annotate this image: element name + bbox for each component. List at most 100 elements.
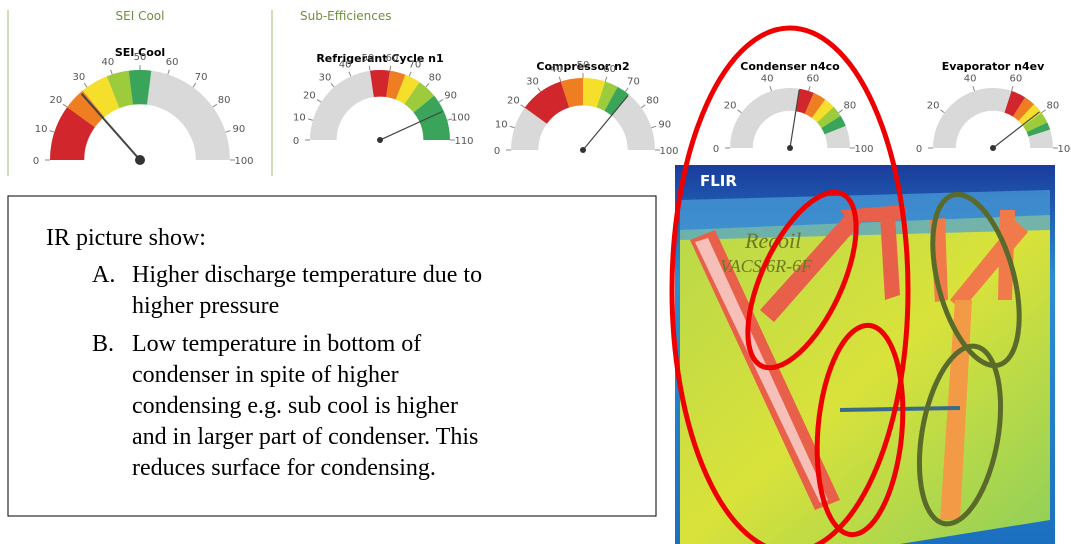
gauge-tick — [83, 82, 88, 88]
gauge-tick-label: 20 — [927, 101, 940, 112]
gauge-tick — [558, 76, 562, 82]
gauge-band — [817, 106, 841, 129]
gauge-tick — [348, 71, 352, 77]
gauge-tick-label: 40 — [339, 60, 352, 71]
gauge-tick-label: 10 — [35, 124, 48, 135]
gauge-tick-label: 70 — [409, 60, 422, 71]
list-marker: B. — [92, 331, 114, 357]
gauge-tick-label: 60 — [603, 64, 616, 75]
gauge-tick — [307, 118, 313, 121]
gauge-tick — [389, 65, 392, 71]
gauge-tick-label: 100 — [234, 156, 253, 167]
gauge-band — [1023, 112, 1048, 133]
gauge-tick — [808, 86, 811, 92]
gauge-tick — [330, 82, 335, 88]
gauge-hub — [580, 147, 586, 153]
gauge-tick — [447, 118, 453, 121]
gauge-tick-label: 60 — [166, 57, 179, 68]
gauge-tick-label: 100 — [659, 146, 678, 157]
gauge-tick-label: 70 — [195, 72, 208, 83]
gauge-band — [583, 78, 606, 108]
gauge-tick — [425, 82, 430, 88]
gauge-tick-label: 80 — [1047, 101, 1060, 112]
list-text: Higher discharge temperature due to — [132, 262, 482, 288]
gauge-tick — [192, 82, 197, 88]
gauge-band — [560, 78, 583, 108]
gauge-band — [1004, 90, 1026, 117]
gauge-band — [82, 76, 120, 118]
text-heading: IR picture show: — [46, 225, 206, 251]
note-list: A. Higher discharge temperature due to hig… — [92, 262, 482, 481]
gauge-tick-label: 30 — [526, 76, 539, 87]
list-text: and in larger part of condenser. This — [132, 424, 478, 450]
gauge-title: SEI Cool — [115, 46, 165, 59]
gauge-tick-label: 50 — [577, 60, 590, 71]
gauge-tick — [167, 69, 170, 75]
gauge-tick-label: 30 — [319, 73, 332, 84]
image-logo: FLIR — [700, 172, 737, 190]
gauge-title: Refrigerant Cycle n1 — [316, 52, 443, 65]
gauge-tick — [972, 86, 975, 92]
gauge-tick — [368, 65, 371, 71]
gauge-tick — [212, 103, 218, 108]
gauge-tick-label: 20 — [303, 91, 316, 102]
gauge-needle — [789, 89, 800, 149]
gauge-tick — [640, 104, 646, 109]
gauge-tick — [438, 99, 444, 103]
gauge-tick-label: 90 — [233, 124, 246, 135]
gauge-tick — [769, 86, 772, 92]
gauge-band — [128, 70, 152, 105]
gauge-tick-label: 60 — [807, 74, 820, 85]
gauge-band — [404, 82, 435, 113]
gauge-tick-label: 0 — [33, 156, 39, 167]
gauge-tick-label: 10 — [495, 119, 508, 130]
gauge-title: Compressor n2 — [536, 60, 629, 73]
gauge-tick-label: 40 — [964, 74, 977, 85]
section-header: SEI Cool — [116, 9, 165, 23]
gauge-tick-label: 40 — [761, 74, 774, 85]
list-text: reduces surface for condensing. — [132, 455, 436, 481]
gauge-tick-label: 20 — [49, 95, 62, 106]
list-text: Low temperature in bottom of — [132, 331, 421, 357]
gauge-tick-label: 0 — [293, 136, 299, 147]
gauge-band — [811, 99, 834, 123]
gauge-band — [804, 92, 826, 118]
gauge-tick — [408, 71, 412, 77]
gauge-tick-label: 50 — [362, 53, 375, 64]
list-text: condenser in spite of higher — [132, 362, 399, 388]
gauge-band — [386, 70, 406, 100]
gauge-tick — [225, 130, 231, 133]
gauge-tick-label: 40 — [101, 57, 114, 68]
gauge-band — [67, 90, 105, 128]
list-text: condensing e.g. sub cool is higher — [132, 393, 458, 419]
gauge-hub — [135, 155, 145, 165]
gauge-tick-label: 110 — [454, 136, 473, 147]
gauge-tick — [624, 87, 629, 93]
gauge-tick — [316, 99, 322, 103]
gauge-band — [370, 70, 390, 98]
gauge-band — [413, 95, 451, 140]
gauge-tick — [537, 87, 542, 93]
gauge-needle — [992, 111, 1040, 149]
gauge-tick — [509, 125, 515, 129]
gauge-band — [1026, 122, 1051, 137]
gauge-band — [395, 74, 420, 105]
gauge-tick-label: 0 — [713, 144, 719, 155]
gauge-title: Condenser n4co — [740, 60, 840, 73]
gauge-band — [1012, 97, 1035, 121]
gauge-hub — [990, 145, 996, 151]
gauge-tick — [1041, 109, 1046, 114]
highlight-ellipse — [669, 25, 911, 544]
gauge-title: Evaporator n4ev — [942, 60, 1045, 73]
gauge-tick — [604, 76, 608, 82]
gauge-hub — [377, 137, 383, 143]
section-header: Sub-Efficiences — [300, 9, 392, 23]
gauge-tick — [49, 130, 55, 133]
gauge-needle — [80, 93, 141, 161]
gauge-tick-label: 90 — [444, 91, 457, 102]
gauge-tick — [1011, 86, 1014, 92]
gauge-band — [604, 86, 629, 116]
gauge-tick — [62, 103, 68, 108]
gauge-tick — [838, 109, 843, 114]
